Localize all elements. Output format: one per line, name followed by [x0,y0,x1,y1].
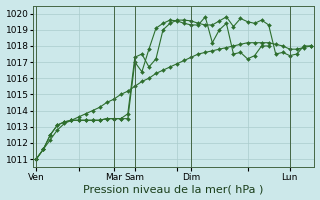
X-axis label: Pression niveau de la mer( hPa ): Pression niveau de la mer( hPa ) [84,184,264,194]
